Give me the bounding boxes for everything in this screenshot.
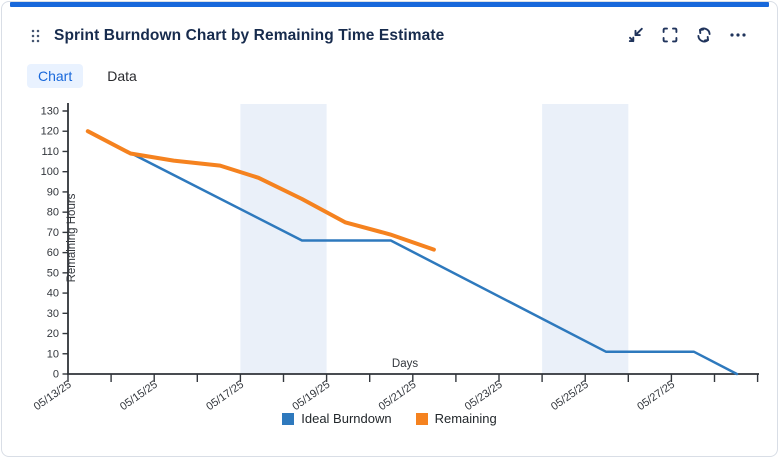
gadget-header: Sprint Burndown Chart by Remaining Time …: [2, 23, 777, 49]
y-tick-label: 120: [41, 126, 59, 138]
y-tick-label: 10: [47, 348, 59, 360]
refresh-button[interactable]: [691, 23, 717, 49]
ideal-burndown-line: [86, 129, 739, 376]
weekend-band: [240, 104, 327, 374]
tab-chart[interactable]: Chart: [27, 64, 84, 88]
gadget-accent-bar: [10, 2, 769, 7]
legend-item-ideal-burndown[interactable]: Ideal Burndown: [282, 411, 392, 426]
legend-swatch-remaining: [415, 412, 428, 425]
legend-label: Remaining: [434, 411, 497, 426]
remaining-line: [85, 129, 436, 252]
x-tick-label: 05/27/25: [635, 379, 677, 413]
x-axis-title: Days: [392, 358, 418, 370]
x-tick-label: 05/19/25: [290, 379, 332, 413]
gadget-title: Sprint Burndown Chart by Remaining Time …: [54, 27, 445, 44]
x-tick-label: 05/21/25: [377, 379, 419, 413]
legend-label: Ideal Burndown: [301, 411, 392, 426]
legend-item-remaining[interactable]: Remaining: [415, 411, 497, 426]
y-tick-label: 70: [47, 227, 59, 239]
legend-swatch-ideal-burndown: [282, 412, 295, 425]
drag-handle-icon[interactable]: [30, 28, 41, 44]
y-tick-label: 100: [41, 166, 59, 178]
x-tick-label: 05/25/25: [549, 379, 591, 413]
x-tick-label: 05/17/25: [204, 379, 246, 413]
x-tick-label: 05/15/25: [118, 379, 160, 413]
gadget-tabs: Chart Data: [27, 64, 148, 88]
y-tick-label: 90: [47, 186, 59, 198]
refresh-icon: [694, 25, 714, 48]
gadget-actions: [623, 23, 751, 49]
x-tick-label: 05/23/25: [463, 379, 505, 413]
x-tick-label: 05/13/25: [32, 379, 74, 413]
more-options-icon: [728, 25, 748, 48]
collapse-icon: [626, 25, 646, 48]
fullscreen-button[interactable]: [657, 23, 683, 49]
y-axis-title: Remaining Hours: [66, 193, 78, 282]
y-tick-label: 20: [47, 328, 59, 340]
axis-ticks: 0 10 20 30 40 50 60 70 80 90 100 110 120 130 05/13/25 0…: [32, 105, 759, 413]
y-tick-label: 60: [47, 247, 59, 259]
chart-legend: Ideal Burndown Remaining: [2, 411, 777, 426]
tab-data[interactable]: Data: [96, 64, 148, 88]
y-tick-label: 40: [47, 288, 59, 300]
y-tick-label: 110: [41, 146, 59, 158]
weekend-band: [542, 104, 629, 374]
y-tick-label: 130: [41, 105, 59, 117]
y-tick-label: 80: [47, 207, 59, 219]
fullscreen-icon: [660, 25, 680, 48]
y-tick-label: 50: [47, 267, 59, 279]
y-tick-label: 0: [53, 369, 59, 381]
collapse-button[interactable]: [623, 23, 649, 49]
y-tick-label: 30: [47, 308, 59, 320]
more-options-button[interactable]: [725, 23, 751, 49]
